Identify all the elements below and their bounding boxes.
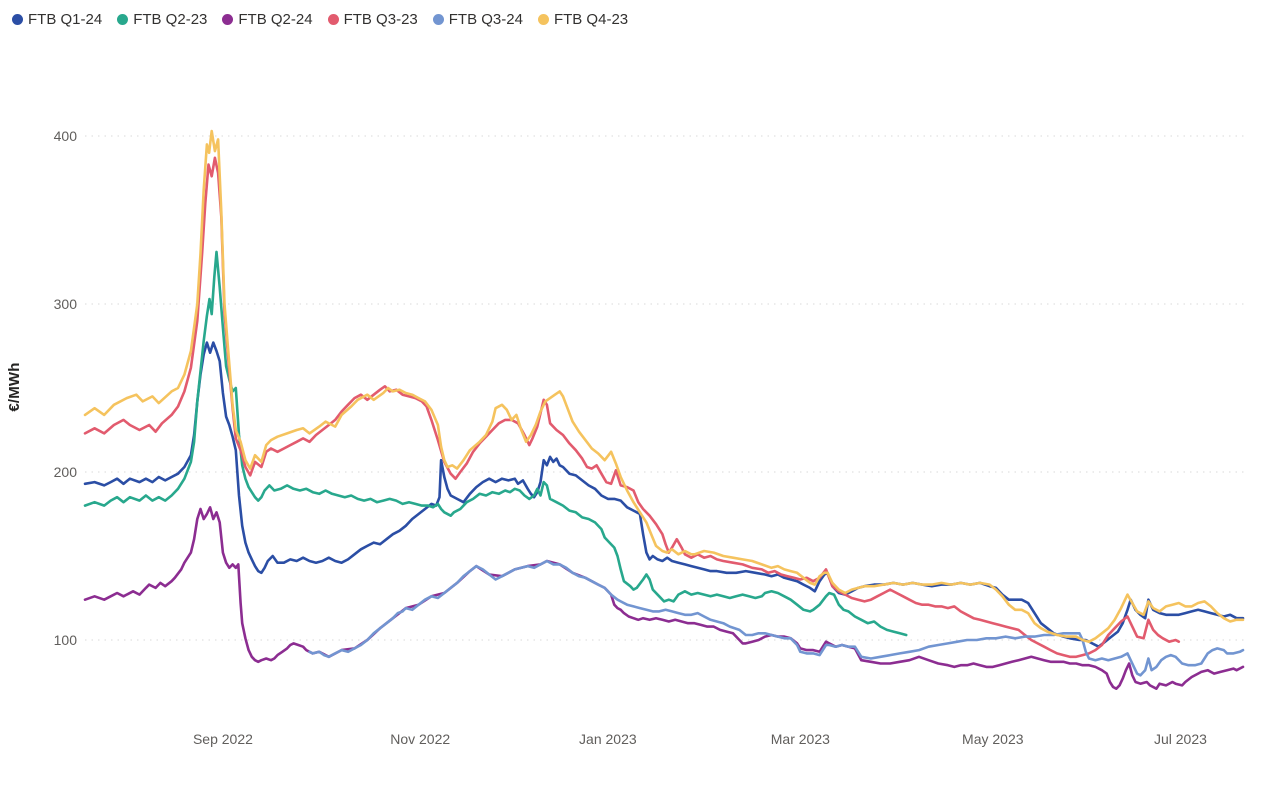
y-tick-label-400: 400 [54,128,78,144]
legend-item-ftb-q2-23[interactable]: FTB Q2-23 [117,12,207,27]
legend-marker-icon [222,14,234,25]
legend-marker-icon [537,14,549,25]
x-tick-label-jan-2023: Jan 2023 [579,731,637,747]
x-tick-label-may-2023: May 2023 [962,731,1024,747]
legend-item-label: FTB Q1-24 [28,11,103,28]
x-tick-label-jul-2023: Jul 2023 [1154,731,1207,747]
x-tick-label-sep-2022: Sep 2022 [193,731,253,747]
x-tick-label-nov-2022: Nov 2022 [390,731,450,747]
y-tick-label-200: 200 [54,464,78,480]
legend-item-ftb-q2-24[interactable]: FTB Q2-24 [222,11,313,28]
legend-item-ftb-q3-24[interactable]: FTB Q3-24 [432,11,523,28]
legend-item-ftb-q1-24[interactable]: FTB Q1-24 [12,12,102,27]
legend-marker-icon [432,14,444,25]
legend-item-label: FTB Q4-23 [553,11,629,28]
legend-item-label: FTB Q3-23 [343,11,418,28]
legend-marker-icon [327,14,339,25]
legend: FTB Q1-24 FTB Q2-23 FTB Q2-24 FTB Q3-23 FTB … [12,12,628,27]
legend-item-label: FTB Q2-24 [238,11,313,28]
legend-marker-icon [12,14,23,25]
series-line-ftb-q3-24[interactable] [308,559,1245,677]
legend-item-label: FTB Q2-23 [133,11,208,28]
legend-item-ftb-q4-23[interactable]: FTB Q4-23 [537,11,629,28]
y-tick-label-100: 100 [54,632,78,648]
series-line-ftb-q2-23[interactable] [83,250,908,637]
series-line-ftb-q2-24[interactable] [83,505,1245,691]
series-line-ftb-q1-24[interactable] [83,341,1245,649]
series-line-ftb-q4-23[interactable] [83,129,1245,644]
series-line-ftb-q3-23[interactable] [83,156,1181,659]
legend-item-label: FTB Q3-24 [448,11,523,28]
legend-marker-icon [117,14,129,25]
y-tick-label-300: 300 [54,296,78,312]
legend-item-ftb-q3-23[interactable]: FTB Q3-23 [327,11,418,28]
x-tick-label-mar-2023: Mar 2023 [771,731,830,747]
